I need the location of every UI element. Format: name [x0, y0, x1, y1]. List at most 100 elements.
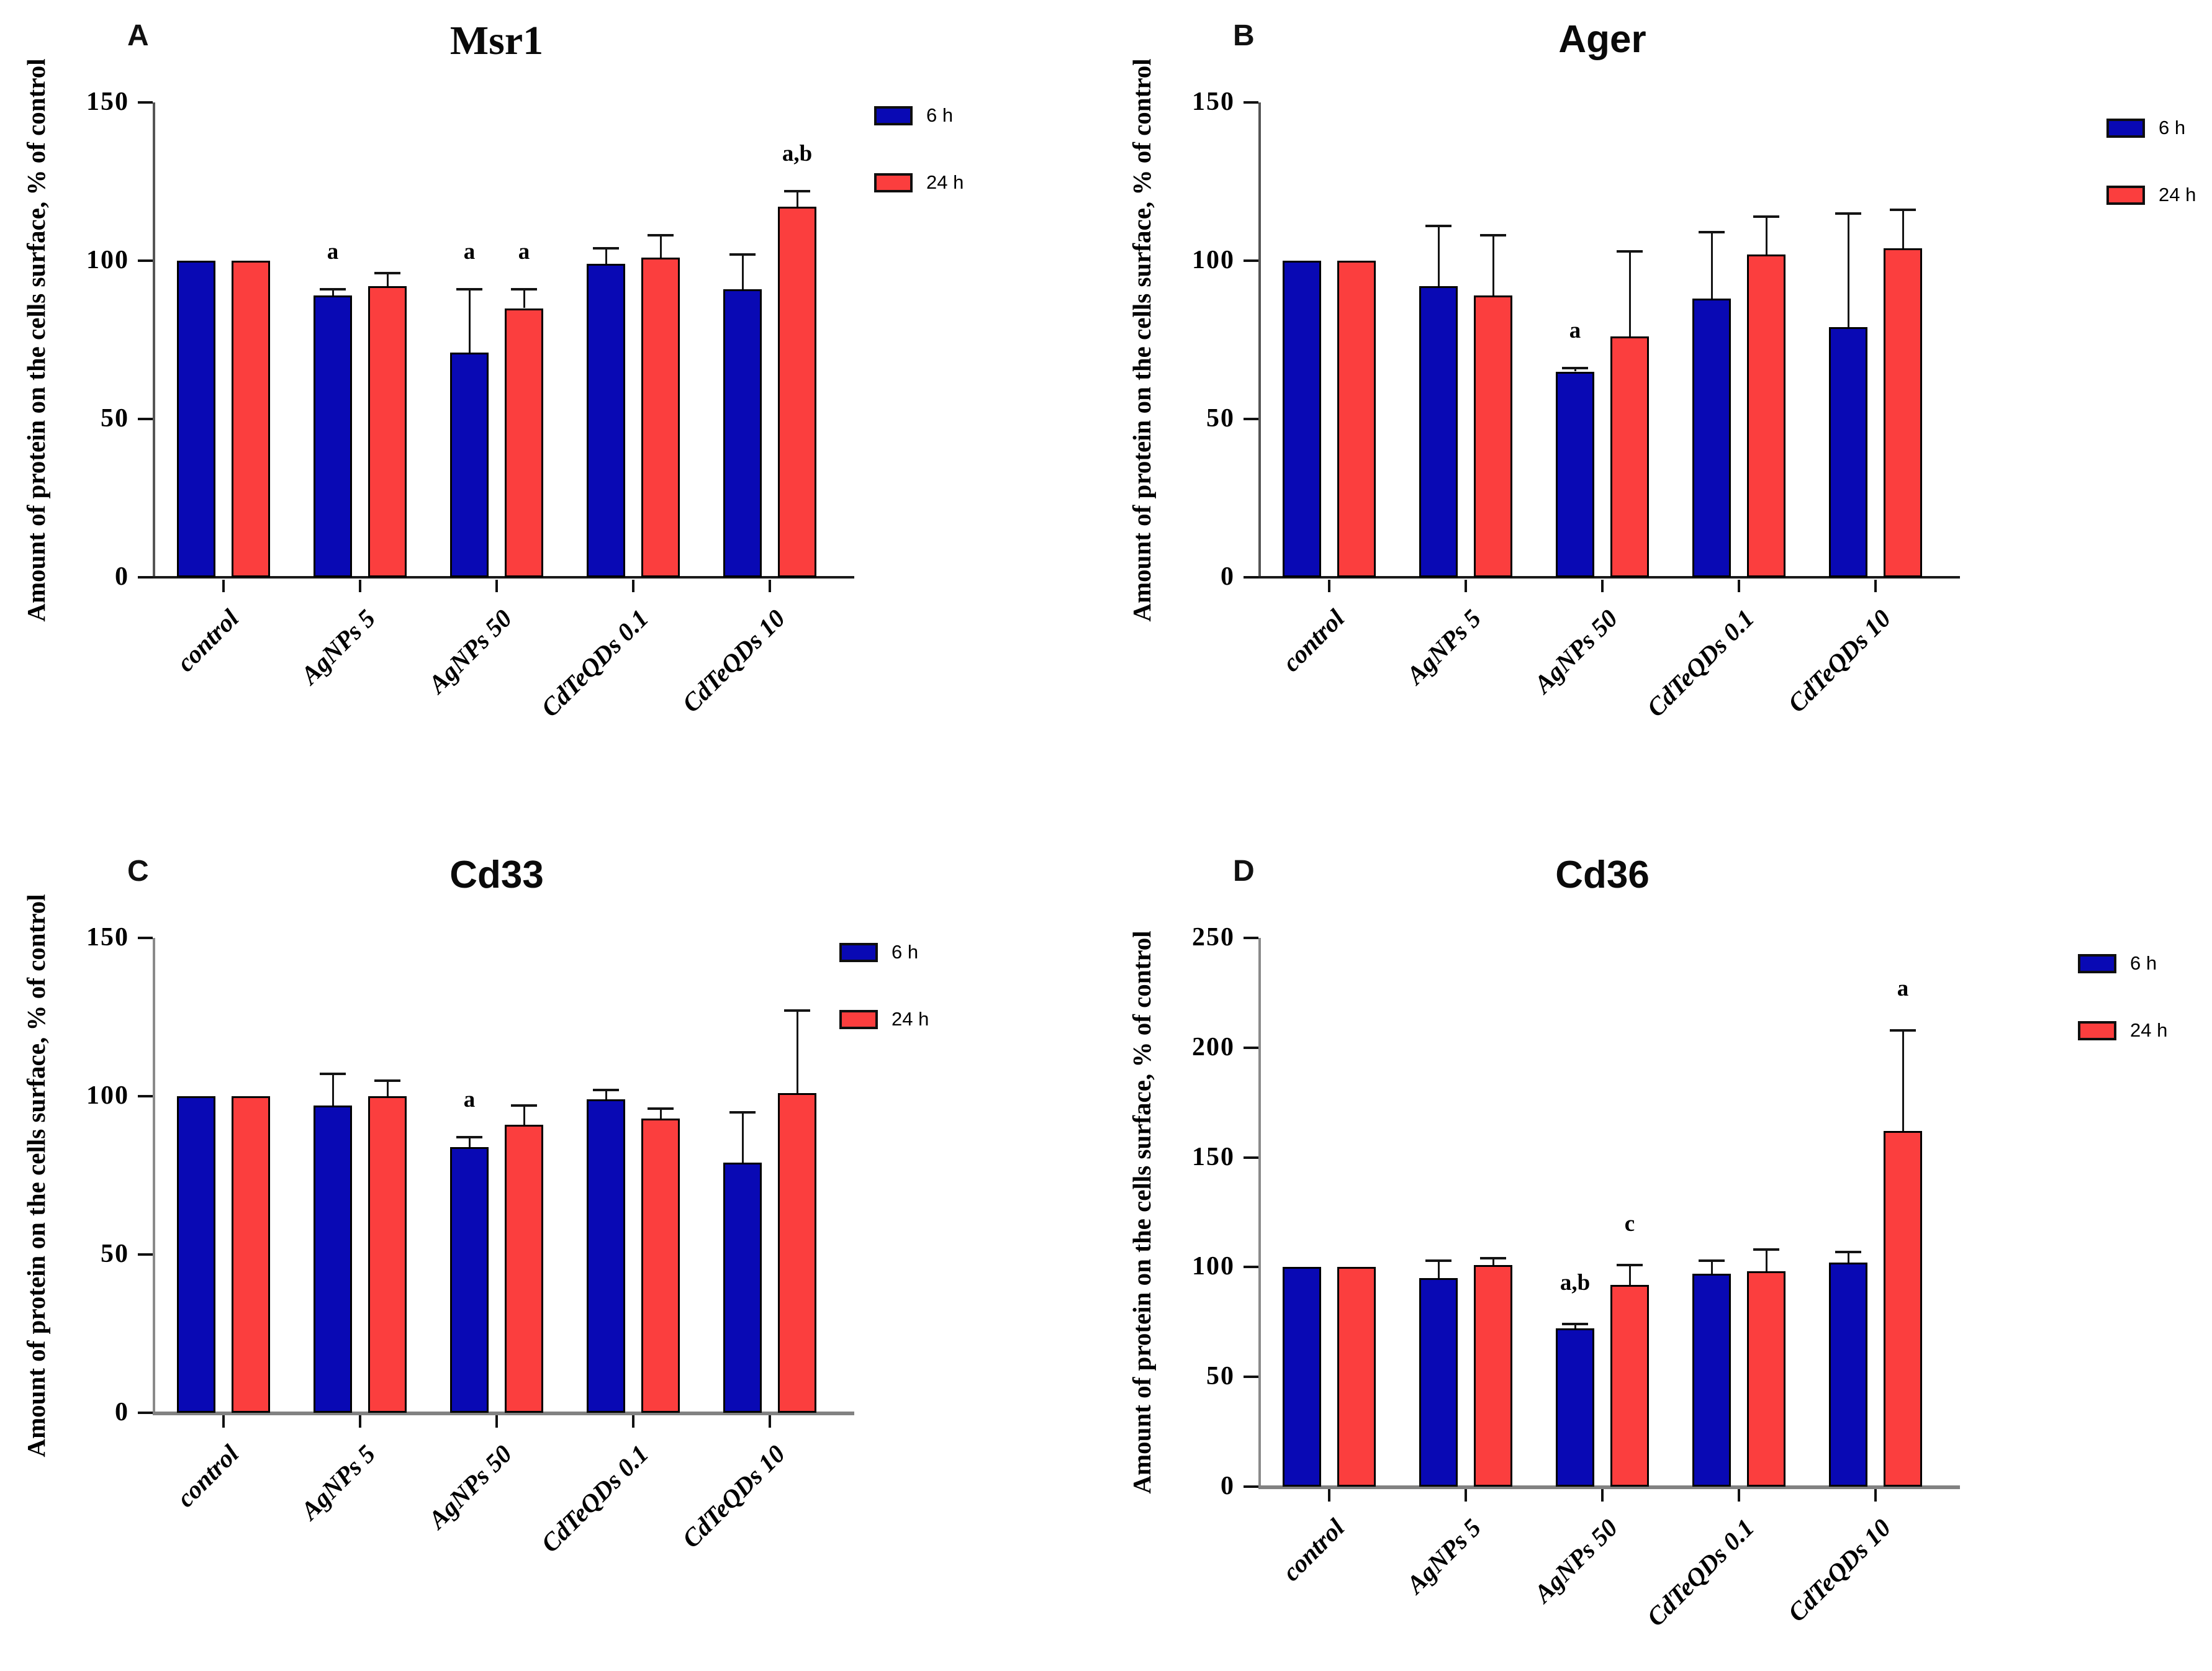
error-bar-cap: [729, 1110, 756, 1114]
bar-6h-CdTeQDs-10: [723, 289, 762, 577]
error-bar: [468, 289, 471, 353]
y-axis-label: Amount of protein on the cells surface, …: [1127, 930, 1156, 1494]
panel-letter-C: C: [127, 855, 149, 888]
bar-6h-AgNPs-5: [1419, 1278, 1458, 1487]
y-tick-label: 150: [86, 88, 129, 116]
x-tick: [1465, 1489, 1467, 1502]
x-tick: [495, 580, 498, 592]
y-tick-label: 150: [1192, 88, 1235, 116]
plot-area: 0 50 100 150 control AgNPs 5 AgNPs 50 a CdTeQDs …: [1192, 88, 1960, 723]
plot-area: 0 50 100 150 control AgNPs 5 a AgNPs 50 a a CdTeQD…: [86, 88, 854, 723]
error-bar-cap: [1425, 1259, 1451, 1262]
error-bar-cap: [1562, 1323, 1588, 1326]
x-tick: [1738, 580, 1740, 592]
y-tick-label: 100: [86, 246, 129, 274]
y-tick-label: 0: [115, 1398, 129, 1426]
y-tick: [1244, 1266, 1258, 1269]
error-bar-cap: [648, 234, 674, 237]
bar-6h-AgNPs-50: [1556, 371, 1594, 577]
error-bar-cap: [729, 253, 756, 256]
error-bar: [386, 1080, 389, 1096]
error-bar: [1902, 210, 1904, 248]
legend: 6 h 24 h: [2078, 952, 2167, 1086]
legend-label-6h: 6 h: [892, 941, 919, 963]
significance-annotation: a: [1569, 318, 1581, 344]
bar-6h-CdTeQDs-0.1: [1692, 299, 1731, 577]
error-bar-cap: [1617, 250, 1643, 253]
bar-6h-CdTeQDs-0.1: [587, 1099, 625, 1413]
y-tick: [1244, 1156, 1258, 1159]
x-category-label: control: [1276, 1513, 1350, 1587]
y-axis-line: [153, 102, 155, 579]
y-tick-label: 100: [1192, 246, 1235, 274]
legend-swatch-24h: [2106, 185, 2145, 205]
error-bar: [659, 1109, 662, 1119]
y-tick-label: 50: [1206, 404, 1235, 433]
error-bar-cap: [593, 1088, 619, 1091]
plot-area: 0 50 100 150 200 250 control AgNPs 5 AgNPs 50 a,b…: [1192, 923, 1960, 1632]
error-bar: [1710, 1260, 1713, 1274]
y-tick-label: 0: [1221, 1472, 1235, 1500]
y-axis-label: Amount of protein on the cells surface, …: [22, 58, 50, 622]
legend: 6 h 24 h: [2106, 117, 2196, 251]
x-tick: [1328, 580, 1330, 592]
legend-swatch-24h: [874, 173, 913, 192]
x-tick: [1465, 580, 1467, 592]
bar-24h-CdTeQDs-10: [778, 1092, 816, 1413]
error-bar-cap: [1753, 1248, 1779, 1251]
error-bar-cap: [784, 1009, 810, 1012]
x-tick: [495, 1415, 498, 1428]
bar-24h-control: [232, 261, 270, 577]
bar-24h-CdTeQDs-0.1: [641, 257, 680, 577]
legend-item-6h: 6 h: [2078, 952, 2167, 975]
y-tick-label: 100: [86, 1081, 129, 1110]
error-bar: [1628, 251, 1631, 337]
error-bar: [523, 1106, 525, 1125]
y-tick: [1244, 576, 1258, 579]
legend-swatch-6h: [839, 942, 878, 962]
error-bar-cap: [374, 272, 400, 275]
error-bar: [741, 254, 744, 289]
bar-6h-control: [1283, 261, 1321, 577]
legend-swatch-24h: [839, 1009, 878, 1029]
bar-6h-AgNPs-5: [314, 295, 352, 577]
bar-6h-CdTeQDs-10: [1829, 327, 1867, 577]
error-bar-cap: [511, 287, 537, 291]
y-tick-label: 50: [101, 404, 129, 433]
panel-letter-D: D: [1233, 855, 1255, 888]
y-tick: [138, 1412, 153, 1414]
bar-6h-CdTeQDs-0.1: [587, 264, 625, 577]
bar-24h-AgNPs-50: [505, 308, 543, 577]
error-bar-cap: [1617, 1263, 1643, 1266]
error-bar-cap: [456, 287, 482, 291]
x-tick: [632, 580, 634, 592]
y-tick: [138, 1095, 153, 1097]
error-bar: [1902, 1030, 1904, 1132]
error-bar: [741, 1112, 744, 1163]
y-tick: [138, 101, 153, 104]
legend-label-6h: 6 h: [926, 104, 954, 126]
bar-24h-CdTeQDs-10: [1884, 1131, 1922, 1487]
y-tick-label: 100: [1192, 1252, 1235, 1281]
bar-24h-CdTeQDs-0.1: [641, 1118, 680, 1413]
x-axis-line: [1258, 576, 1960, 579]
legend-item-24h: 24 h: [2078, 1019, 2167, 1042]
bar-24h-AgNPs-5: [1474, 295, 1512, 577]
bar-6h-CdTeQDs-10: [1829, 1263, 1867, 1487]
legend-item-6h: 6 h: [839, 941, 929, 963]
y-tick-label: 50: [1206, 1362, 1235, 1391]
error-bar-cap: [1480, 1257, 1506, 1260]
error-bar: [796, 1011, 798, 1093]
chart-title-msr1: Msr1: [449, 18, 544, 63]
y-tick: [1244, 418, 1258, 420]
error-bar: [332, 289, 334, 296]
error-bar-cap: [784, 189, 810, 192]
significance-annotation: a: [463, 1087, 476, 1113]
x-tick: [1874, 1489, 1877, 1502]
bar-24h-CdTeQDs-0.1: [1747, 254, 1785, 577]
bar-24h-control: [232, 1096, 270, 1413]
bar-6h-AgNPs-50: [1556, 1328, 1594, 1487]
y-axis-line: [1258, 938, 1261, 1488]
bar-24h-AgNPs-50: [505, 1124, 543, 1413]
significance-annotation: a: [463, 238, 476, 264]
